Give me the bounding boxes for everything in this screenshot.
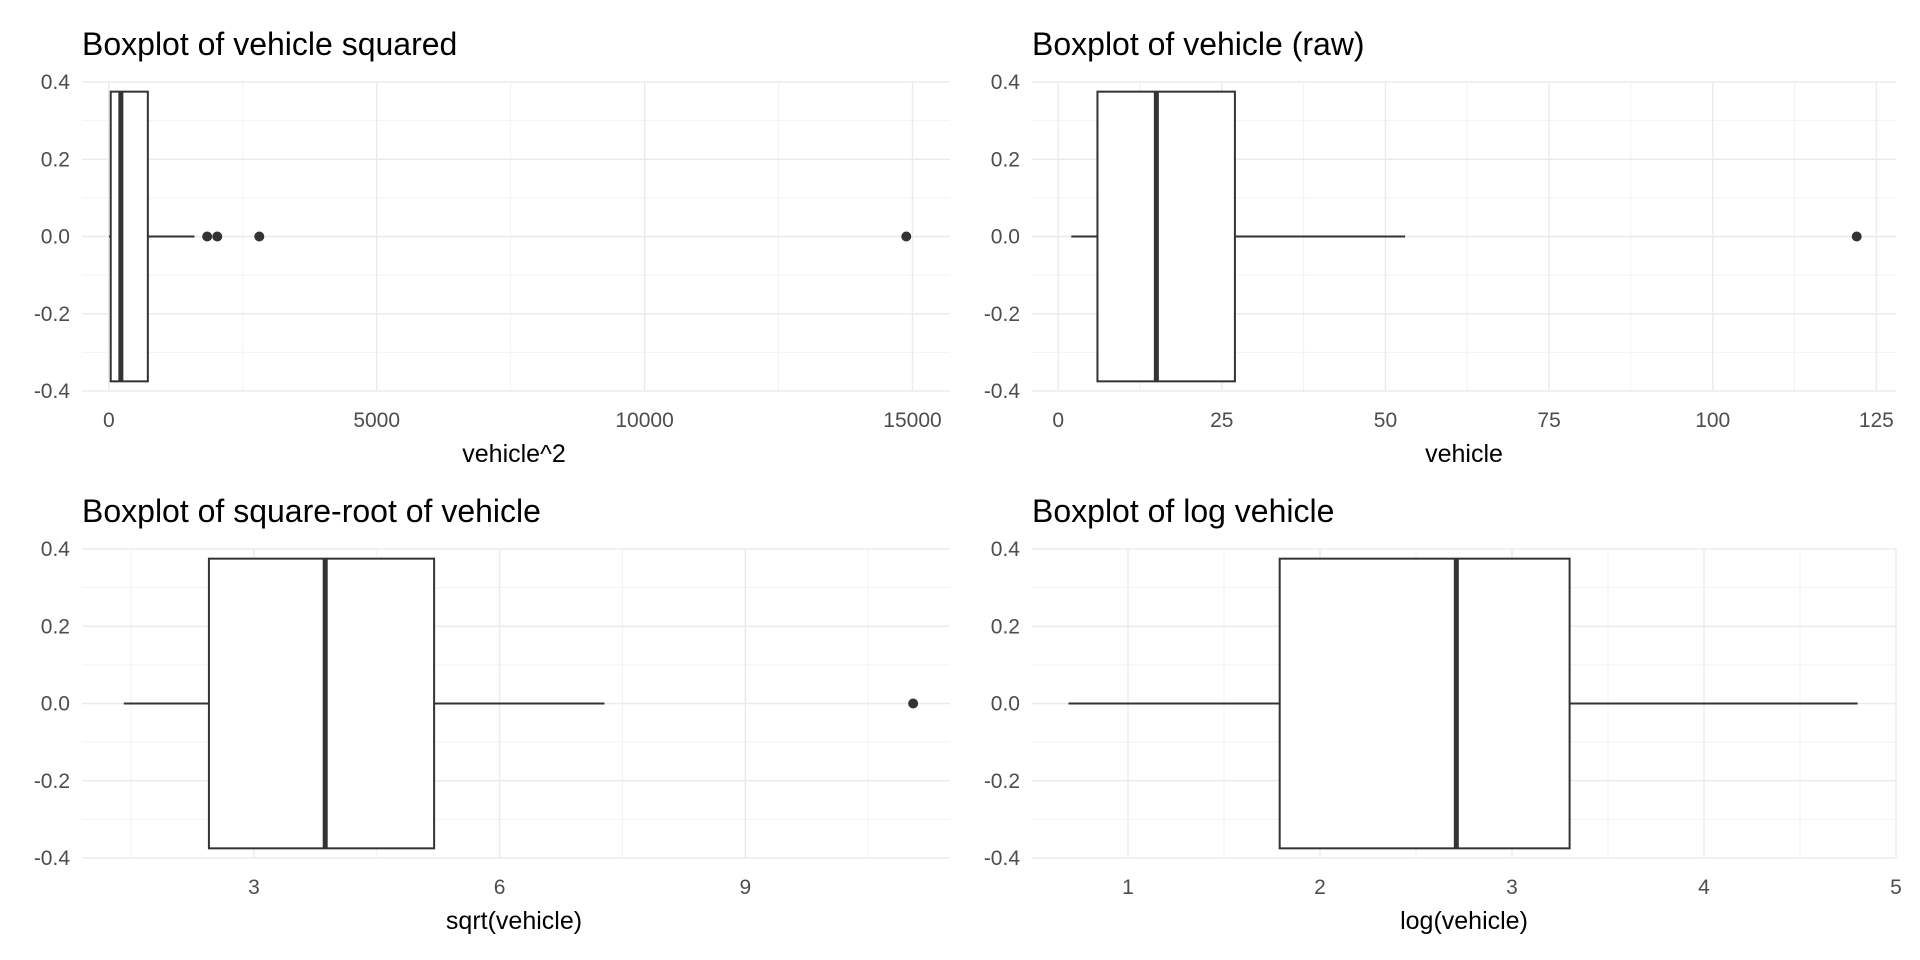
x-tick-label: 4 (1698, 876, 1710, 899)
x-tick-label: 9 (739, 876, 751, 899)
box (109, 90, 149, 383)
x-tick-label: 1 (1122, 876, 1134, 899)
x-tick-label: 3 (1506, 876, 1518, 899)
x-tick-label: 5000 (353, 409, 400, 432)
y-tick-label: 0.0 (991, 693, 1020, 716)
y-tick-label: 0.4 (991, 71, 1021, 94)
y-tick-label: -0.2 (34, 303, 70, 326)
y-tick-label: 0.4 (991, 538, 1021, 561)
x-tick-label: 0 (1052, 409, 1064, 432)
x-tick-label: 5 (1890, 876, 1902, 899)
box (207, 557, 436, 850)
y-tick-label: 0.2 (41, 615, 70, 638)
plot-area: 3 6 9 -0.4 -0.2 0.0 0.2 0.4 (34, 538, 950, 899)
panel-title: Boxplot of square-root of vehicle (82, 493, 541, 529)
y-tick-label: -0.2 (984, 303, 1020, 326)
panel-log-vehicle: Boxplot of log vehicle 1 2 3 4 5 -0.4 -0.2 0.0 0… (984, 493, 1902, 935)
x-tick-label: 25 (1210, 409, 1233, 432)
y-tick-label: 0.2 (991, 148, 1020, 171)
x-tick-label: 6 (494, 876, 506, 899)
x-tick-label: 15000 (883, 409, 941, 432)
outlier-point (202, 231, 213, 242)
y-tick-label: 0.4 (41, 538, 71, 561)
outlier-point (1851, 231, 1862, 242)
x-tick-label: 100 (1695, 409, 1730, 432)
x-axis-label: vehicle^2 (462, 440, 565, 468)
plot-area: 0 25 50 75 100 125 -0.4 -0.2 0.0 0.2 0.4 (984, 71, 1896, 432)
x-tick-label: 10000 (615, 409, 673, 432)
x-tick-label: 75 (1537, 409, 1560, 432)
x-tick-label: 125 (1859, 409, 1894, 432)
panel-sqrt-vehicle: Boxplot of square-root of vehicle 3 6 9 -0.… (34, 493, 950, 935)
panel-title: Boxplot of vehicle (raw) (1032, 26, 1365, 62)
y-tick-label: -0.2 (34, 770, 70, 793)
outlier-point (901, 231, 912, 242)
box (1096, 90, 1236, 383)
plot-area: 0 5000 10000 15000 -0.4 -0.2 0.0 0.2 0.4 (34, 71, 950, 432)
y-tick-label: 0.2 (41, 148, 70, 171)
x-tick-label: 3 (248, 876, 260, 899)
x-axis-label: sqrt(vehicle) (446, 907, 582, 935)
outlier-point (212, 231, 223, 242)
x-tick-label: 0 (103, 409, 115, 432)
panel-vehicle-squared: Boxplot of vehicle squared 0 5000 10000 150… (34, 26, 950, 468)
y-tick-label: -0.4 (984, 847, 1021, 870)
x-axis-label: log(vehicle) (1400, 907, 1528, 935)
x-axis-label: vehicle (1425, 440, 1503, 468)
panel-title: Boxplot of log vehicle (1032, 493, 1334, 529)
x-tick-label: 50 (1374, 409, 1397, 432)
y-tick-label: -0.2 (984, 770, 1020, 793)
y-tick-label: -0.4 (984, 380, 1021, 403)
outlier-point (908, 698, 919, 709)
box (1278, 557, 1571, 850)
panel-title: Boxplot of vehicle squared (82, 26, 457, 62)
y-tick-label: 0.0 (41, 226, 70, 249)
y-tick-label: 0.2 (991, 615, 1020, 638)
y-tick-label: -0.4 (34, 847, 71, 870)
y-tick-label: 0.0 (991, 226, 1020, 249)
plot-area: 1 2 3 4 5 -0.4 -0.2 0.0 0.2 0.4 (984, 538, 1902, 899)
outlier-point (254, 231, 265, 242)
y-tick-label: 0.0 (41, 693, 70, 716)
panel-vehicle-raw: Boxplot of vehicle (raw) 0 25 50 75 100 125 -0… (984, 26, 1896, 468)
x-tick-label: 2 (1314, 876, 1326, 899)
y-tick-label: -0.4 (34, 380, 71, 403)
y-tick-label: 0.4 (41, 71, 71, 94)
